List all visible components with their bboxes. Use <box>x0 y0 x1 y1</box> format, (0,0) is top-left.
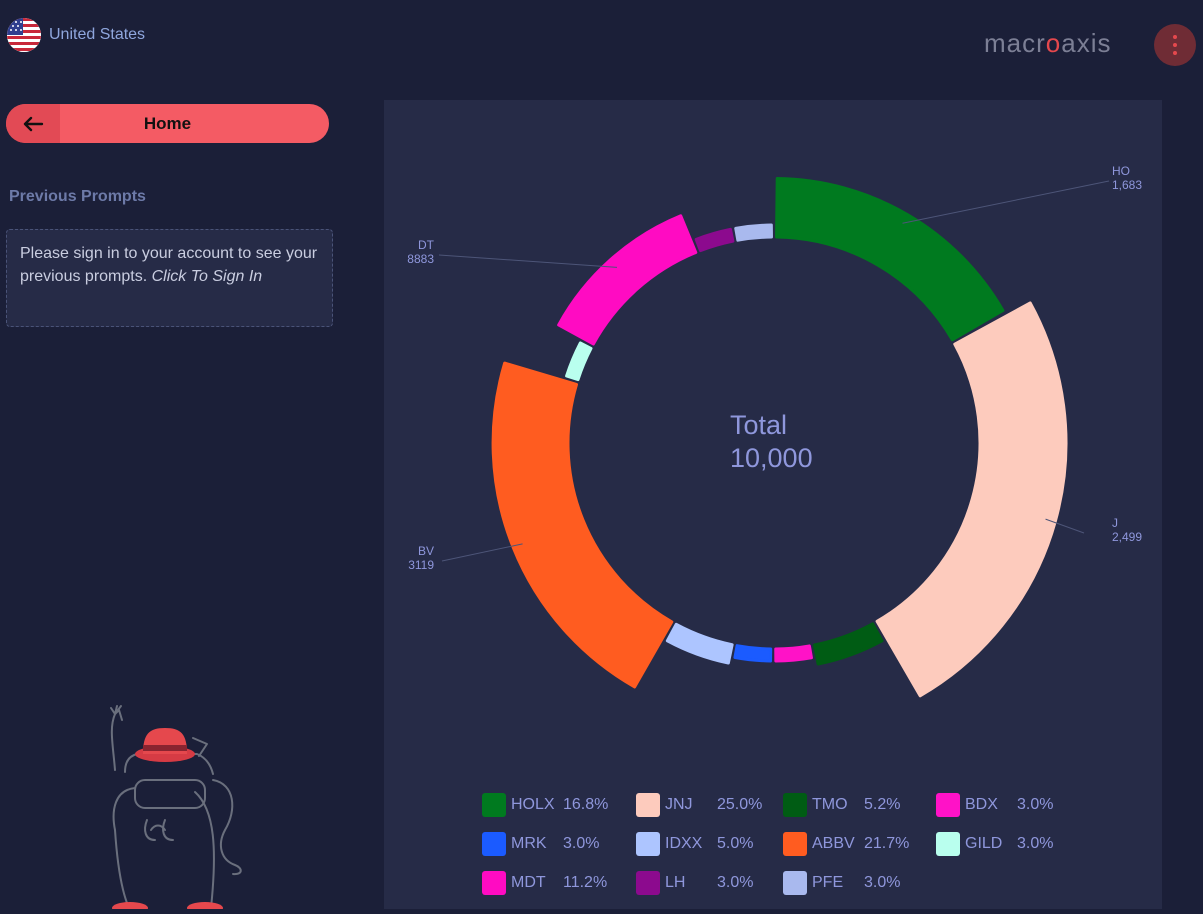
us-flag-icon <box>7 18 41 52</box>
legend-label: GILD <box>965 835 1003 852</box>
legend-swatch <box>636 793 660 817</box>
legend-swatch <box>482 871 506 895</box>
signin-message: Please sign in to your account to see yo… <box>20 245 318 285</box>
legend-label: JNJ <box>665 796 693 813</box>
legend-swatch <box>783 793 807 817</box>
top-bar: United States macroaxis <box>0 0 1203 90</box>
legend-label: BDX <box>965 796 998 813</box>
callout-name-jnj: J <box>1112 516 1118 530</box>
macroaxis-logo[interactable]: macroaxis <box>984 28 1112 59</box>
legend-label: ABBV <box>812 835 855 852</box>
legend-item-abbv[interactable]: ABBV 21.7% <box>783 831 909 857</box>
previous-prompts-title: Previous Prompts <box>9 188 146 205</box>
donut-slice-abbv[interactable] <box>491 361 674 689</box>
legend-swatch <box>936 832 960 856</box>
legend-value: 3.0% <box>1017 796 1054 813</box>
callout-line-abbv <box>441 543 523 562</box>
callout-value-abbv: 3119 <box>408 558 434 572</box>
mascot-illustration <box>85 700 255 914</box>
callout-value-holx: 1,683 <box>1112 178 1142 192</box>
legend-item-tmo[interactable]: TMO 5.2% <box>783 792 900 818</box>
legend-item-holx[interactable]: HOLX 16.8% <box>482 792 608 818</box>
legend-swatch <box>783 871 807 895</box>
vertical-dots-icon <box>1173 35 1177 55</box>
chart-panel: HO 1,683 J 2,499 BV 3119 DT 8883 Total 10,000 H… <box>384 100 1162 909</box>
legend-value: 5.2% <box>864 796 901 813</box>
callout-value-jnj: 2,499 <box>1112 530 1142 544</box>
legend-value: 3.0% <box>563 835 600 852</box>
legend-item-bdx[interactable]: BDX 3.0% <box>936 792 1053 818</box>
center-value: 10,000 <box>730 443 813 473</box>
donut-slice-tmo[interactable] <box>812 622 884 666</box>
legend-value: 3.0% <box>864 874 901 891</box>
donut-slice-bdx[interactable] <box>774 644 813 663</box>
legend-label: TMO <box>812 796 848 813</box>
legend-swatch <box>636 871 660 895</box>
donut-slice-idxx[interactable] <box>665 622 734 665</box>
country-selector[interactable]: United States <box>7 18 145 52</box>
legend-swatch <box>936 793 960 817</box>
back-arrow-icon[interactable] <box>6 104 60 143</box>
donut-slice-lh[interactable] <box>694 227 735 253</box>
legend-label: MRK <box>511 835 547 852</box>
callout-value-mdt: 8883 <box>407 252 434 266</box>
legend-item-jnj[interactable]: JNJ 25.0% <box>636 792 762 818</box>
legend-label: PFE <box>812 874 844 891</box>
donut-slice-gild[interactable] <box>565 341 593 382</box>
callout-line-jnj <box>1045 518 1085 534</box>
callout-line-mdt <box>438 254 618 268</box>
logo-text-suffix: axis <box>1061 28 1112 58</box>
legend-item-mdt[interactable]: MDT 11.2% <box>482 870 607 896</box>
legend-value: 16.8% <box>563 796 609 813</box>
legend-value: 21.7% <box>864 835 910 852</box>
donut-slice-holx[interactable] <box>775 176 1005 342</box>
donut-slice-mrk[interactable] <box>733 644 773 663</box>
signin-prompt-box[interactable]: Please sign in to your account to see yo… <box>6 229 333 327</box>
legend-label: HOLX <box>511 796 555 813</box>
callout-name-abbv: BV <box>418 544 434 558</box>
center-title: Total <box>730 410 787 440</box>
logo-o-mark: o <box>1045 28 1062 58</box>
country-name: United States <box>49 26 146 43</box>
donut-slice-mdt[interactable] <box>557 214 698 346</box>
home-button[interactable]: Home <box>6 104 329 143</box>
legend-value: 25.0% <box>717 796 763 813</box>
legend-item-mrk[interactable]: MRK 3.0% <box>482 831 599 857</box>
legend-label: MDT <box>511 874 546 891</box>
legend-swatch <box>783 832 807 856</box>
legend-value: 5.0% <box>717 835 754 852</box>
legend-swatch <box>636 832 660 856</box>
legend-label: IDXX <box>665 835 703 852</box>
callout-name-mdt: DT <box>418 238 435 252</box>
home-label: Home <box>143 113 192 133</box>
legend-swatch <box>482 832 506 856</box>
legend-value: 3.0% <box>1017 835 1054 852</box>
legend-value: 3.0% <box>717 874 754 891</box>
more-menu-button[interactable] <box>1154 24 1196 66</box>
legend-label: LH <box>665 874 686 891</box>
donut-slice-jnj[interactable] <box>875 301 1068 698</box>
signin-link[interactable]: Click To Sign In <box>151 268 263 285</box>
callout-line-holx <box>902 180 1110 224</box>
logo-text-prefix: macr <box>984 28 1046 58</box>
legend-item-lh[interactable]: LH 3.0% <box>636 870 753 896</box>
legend-item-pfe[interactable]: PFE 3.0% <box>783 870 900 896</box>
legend-item-idxx[interactable]: IDXX 5.0% <box>636 831 753 857</box>
legend-value: 11.2% <box>563 874 608 891</box>
callout-name-holx: HO <box>1112 164 1130 178</box>
donut-slice-pfe[interactable] <box>734 223 773 242</box>
legend-item-gild[interactable]: GILD 3.0% <box>936 831 1053 857</box>
legend-swatch <box>482 793 506 817</box>
